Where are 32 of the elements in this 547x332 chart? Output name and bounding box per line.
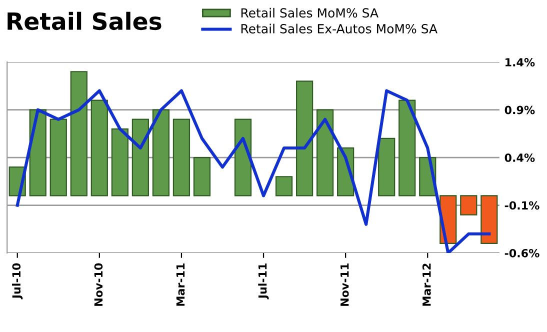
bar [316,109,334,196]
bar [172,118,190,196]
bar [480,195,498,244]
bar [90,100,108,196]
bar [152,109,170,196]
bar [234,118,252,196]
x-tick-label: Mar-11 [176,263,185,306]
y-tick-label: -0.1% [504,201,540,210]
legend-label: Retail Sales Ex-Autos MoM% SA [241,24,438,34]
y-tick-label: 0.4% [504,154,535,162]
bar [398,100,416,196]
legend-label: Retail Sales MoM% SA [241,8,378,18]
chart-title: Retail Sales [8,12,162,30]
line-series [16,89,491,253]
y-tick-label: 1.4% [506,58,535,66]
x-tick-label: Nov-11 [340,263,349,306]
bar [132,118,149,196]
bar [111,128,128,196]
x-tick-label: Jul-10 [12,263,23,300]
x-tick-label: Nov-10 [94,263,103,306]
x-tick-label: Mar-12 [422,264,431,306]
bar [50,118,67,196]
bar [460,195,478,216]
bar [378,138,396,196]
bar [70,71,88,196]
bar [193,156,211,196]
bar [29,109,46,196]
bar [275,176,293,196]
y-tick-label: -0.6% [504,248,540,258]
x-tick-label: Jul-11 [258,263,269,300]
y-tick-label: 0.9% [504,106,535,114]
bar [296,80,314,196]
